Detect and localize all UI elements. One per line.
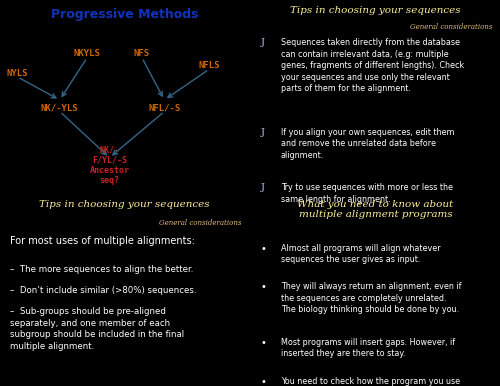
Text: J: J — [261, 128, 265, 137]
Text: Sequences taken directly from the database
can contain irrelevant data, (e.g: mu: Sequences taken directly from the databa… — [281, 39, 464, 93]
Text: J: J — [261, 183, 265, 192]
Text: Tips in choosing your sequences: Tips in choosing your sequences — [39, 200, 210, 208]
Text: You need to check how the program you use
treats end gaps.: You need to check how the program you us… — [281, 377, 460, 386]
Text: J: J — [261, 39, 265, 47]
Text: NFL/-S: NFL/-S — [148, 103, 180, 112]
Text: NFS: NFS — [134, 49, 150, 58]
Text: General considerations: General considerations — [159, 219, 242, 227]
Text: They will always return an alignment, even if
the sequences are completely unrel: They will always return an alignment, ev… — [281, 283, 462, 314]
Text: NYLS: NYLS — [6, 69, 28, 78]
Text: Progressive Methods: Progressive Methods — [51, 8, 198, 21]
Text: –  Don’t include similar (>80%) sequences.: – Don’t include similar (>80%) sequences… — [10, 286, 196, 295]
Text: Almost all programs will align whatever
sequences the user gives as input.: Almost all programs will align whatever … — [281, 244, 440, 264]
Text: General considerations: General considerations — [410, 23, 492, 31]
Text: If you align your own sequences, edit them
and remove the unrelated data before
: If you align your own sequences, edit th… — [281, 128, 454, 160]
Text: •: • — [261, 338, 267, 348]
Text: •: • — [261, 244, 267, 254]
Text: NFLS: NFLS — [198, 61, 220, 70]
Text: •: • — [261, 377, 267, 386]
Text: Most programs will insert gaps. However, if
inserted they are there to stay.: Most programs will insert gaps. However,… — [281, 338, 455, 358]
Text: For most uses of multiple alignments:: For most uses of multiple alignments: — [10, 236, 195, 246]
Text: NK/-YLS: NK/-YLS — [41, 103, 78, 112]
Text: NK/-
F/YL/-S
Ancestor
seq?: NK/- F/YL/-S Ancestor seq? — [90, 145, 130, 185]
Text: Try to use sequences with more or less the
same length for alignment.: Try to use sequences with more or less t… — [281, 183, 453, 204]
Text: What you need to know about
multiple alignment programs: What you need to know about multiple ali… — [298, 200, 454, 219]
Text: •: • — [261, 283, 267, 292]
Text: Tips in choosing your sequences: Tips in choosing your sequences — [290, 6, 461, 15]
Text: –  Sub-groups should be pre-aligned
separately, and one member of each
subgroup : – Sub-groups should be pre-aligned separ… — [10, 307, 184, 350]
Text: NKYLS: NKYLS — [74, 49, 101, 58]
Text: –  The more sequences to align the better.: – The more sequences to align the better… — [10, 265, 194, 274]
